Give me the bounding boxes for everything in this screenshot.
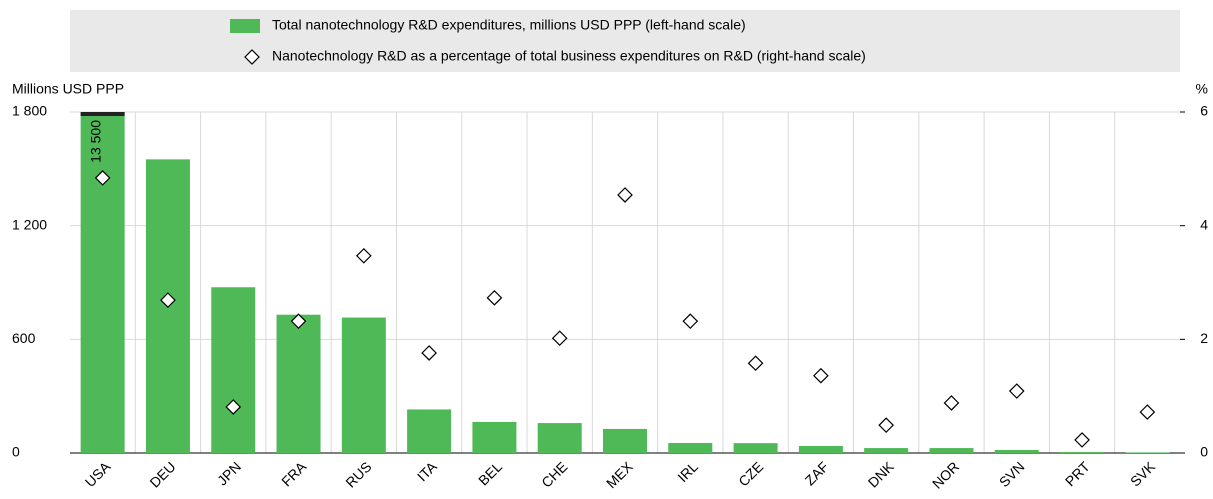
y-tick-label: 1 800 [12,103,47,119]
bar [276,314,321,453]
diamond-marker [486,289,503,306]
y-tick-label: 600 [12,330,36,346]
x-tick-label: ZAF [802,458,832,488]
bar [472,421,517,453]
diamond-marker [682,313,699,329]
x-tick-label: BEL [475,458,505,488]
bar-break [80,112,125,116]
diamond-marker [878,417,895,434]
y2-tick-label: 4 [1200,216,1208,232]
diamond-marker [421,345,437,361]
y2-tick-label: 2 [1200,330,1208,346]
bars [80,112,1170,453]
diamond-marker [94,170,111,186]
bar [341,317,386,453]
x-tick-label: USA [82,458,114,490]
bar [407,409,452,453]
diamond-marker [355,247,372,264]
bar [1060,452,1105,453]
diamond-marker [160,292,176,308]
bar [537,423,582,453]
diamond-marker [1074,432,1090,448]
diamond-marker [225,399,242,415]
x-tick-label: DEU [146,458,178,490]
bar [733,443,778,453]
bar [668,442,713,453]
x-tick-label: CZE [735,458,766,489]
x-tick-label: PRT [1062,458,1093,489]
x-tick-label: ITA [414,458,440,484]
x-tick-label: SVK [1127,458,1159,490]
diamond-marker [617,187,633,203]
x-tick-label: MEX [603,458,636,491]
bar [864,448,909,453]
bar [603,428,647,453]
diamond-marker [747,355,764,372]
y-axis-label: Millions USD PPP [12,81,124,97]
bar [994,449,1039,453]
diamond-marker [1139,404,1156,420]
x-tick-label: DNK [865,458,898,491]
diamond-marker [943,395,960,411]
bar [929,448,974,453]
bar [80,112,125,453]
y2-axis-label: % [1196,81,1208,97]
x-tick-label: NOR [929,458,962,491]
x-tick-label: RUS [342,458,374,490]
y2-tick-label: 6 [1200,103,1208,119]
y-tick-label: 1 200 [12,216,47,232]
value-label: 13 500 [87,120,103,163]
legend-swatch [230,19,260,33]
diamond-marker [551,330,568,347]
diamond-marker [813,367,829,384]
bar [798,445,843,453]
x-tick-label: CHE [538,458,570,490]
x-tick-label: FRA [278,458,310,490]
diamond-marker [290,313,307,329]
x-tick-label: SVN [996,458,1028,490]
diamond-marker [1008,383,1025,399]
x-tick-label: JPN [214,458,244,488]
x-tick-label: IRL [674,458,701,485]
legend-label: Nanotechnology R&D as a percentage of to… [272,48,866,64]
bar [211,287,256,453]
legend-marker [244,49,260,65]
y-tick-label: 0 [12,444,20,460]
legend-label: Total nanotechnology R&D expenditures, m… [272,17,746,33]
bar [1125,452,1170,453]
y2-tick-label: 0 [1200,444,1208,460]
